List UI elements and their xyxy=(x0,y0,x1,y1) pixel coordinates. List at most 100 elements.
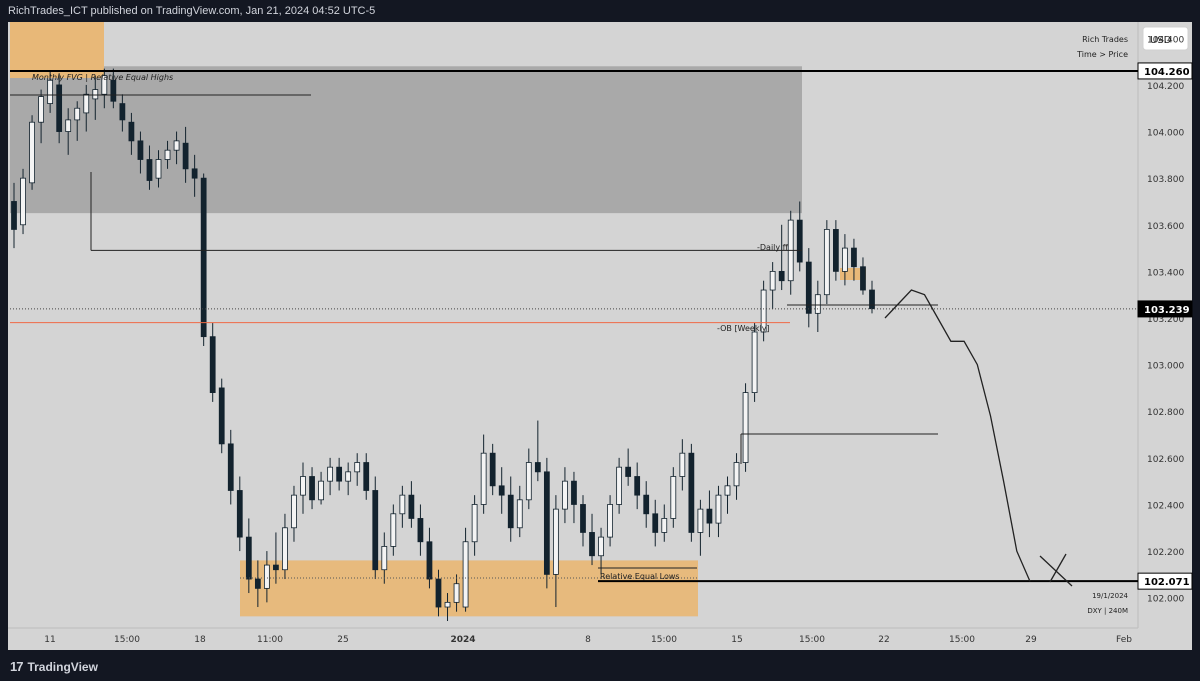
watermark-date: 19/1/2024 xyxy=(1092,592,1128,600)
time-tick-label: 15:00 xyxy=(651,635,677,645)
candle xyxy=(742,383,749,472)
candle xyxy=(670,467,677,528)
candle xyxy=(562,467,568,524)
candle xyxy=(56,73,63,144)
candle xyxy=(625,448,632,486)
time-tick-label: 29 xyxy=(1025,635,1037,645)
candle xyxy=(842,234,848,286)
currency-button[interactable]: USD xyxy=(1142,26,1189,51)
candle xyxy=(83,84,90,132)
candle xyxy=(589,513,595,566)
topleft-orange-box xyxy=(10,22,104,78)
candle xyxy=(209,322,216,402)
time-tick-label: 18 xyxy=(194,635,206,645)
candle xyxy=(417,504,424,556)
candle xyxy=(652,499,659,547)
watermark-symbol: DXY | 240M xyxy=(1087,607,1128,615)
candle xyxy=(336,457,343,491)
time-tick-label: 15 xyxy=(731,635,742,645)
candle xyxy=(245,518,252,594)
price-axis-panel[interactable] xyxy=(1138,22,1200,650)
price-tick-label: 104.000 xyxy=(1147,129,1184,139)
price-tick-label: 103.800 xyxy=(1147,175,1184,185)
candle xyxy=(760,280,767,342)
candle xyxy=(498,467,505,514)
candle xyxy=(218,378,225,454)
candle xyxy=(29,115,35,190)
price-tick-label: 102.200 xyxy=(1147,548,1184,558)
time-tick-label: 11:00 xyxy=(257,635,283,645)
candle xyxy=(300,462,306,514)
candle xyxy=(661,504,668,542)
candle xyxy=(164,140,171,169)
candle xyxy=(805,248,812,328)
price-chart[interactable]: Monthly FVG | Relative Equal Highs -Dail… xyxy=(0,22,1200,650)
price-tick-label: 103.000 xyxy=(1147,362,1184,372)
price-label: 102.071 xyxy=(1137,572,1193,590)
svg-text:102.071: 102.071 xyxy=(1144,577,1190,588)
candle xyxy=(525,448,532,510)
candle xyxy=(65,108,72,155)
candle xyxy=(282,513,288,580)
candle xyxy=(796,201,803,272)
svg-text:104.260: 104.260 xyxy=(1144,67,1190,78)
fvg-zone xyxy=(10,66,802,214)
candle xyxy=(354,453,361,486)
candle xyxy=(851,238,857,281)
tv-logo-text: TradingView xyxy=(27,659,98,674)
candle xyxy=(20,168,26,235)
price-axis-ticks: 104.400 104.200 104.000 103.800 103.600 103.4… xyxy=(1147,35,1184,604)
time-tick-label: 8 xyxy=(585,635,591,645)
candle xyxy=(507,476,514,542)
candle xyxy=(200,173,207,346)
candle xyxy=(227,429,234,505)
publish-info: RichTrades_ICT published on TradingView.… xyxy=(8,5,376,17)
daily-label: -Daily ff xyxy=(757,243,789,252)
price-label: 103.239 xyxy=(1137,300,1193,318)
candle xyxy=(607,495,613,547)
candle xyxy=(173,131,180,165)
candle xyxy=(264,551,270,603)
candle xyxy=(444,593,451,622)
candle xyxy=(318,471,324,505)
candle xyxy=(679,439,686,491)
tradingview-logo[interactable]: 17 TradingView xyxy=(10,659,98,674)
candle xyxy=(706,490,713,538)
candle xyxy=(715,485,722,538)
candle xyxy=(47,70,54,113)
candle xyxy=(860,257,866,295)
eq-lows-label: Relative Equal Lows xyxy=(600,572,680,581)
candle xyxy=(128,112,135,155)
candle xyxy=(634,462,641,510)
candle xyxy=(11,182,17,249)
candles-group xyxy=(11,68,875,622)
candle xyxy=(471,495,478,556)
candle xyxy=(74,101,81,141)
candle xyxy=(327,457,333,496)
time-tick-label: 15:00 xyxy=(799,635,825,645)
candle xyxy=(363,453,370,500)
candle xyxy=(372,476,379,580)
target-cross-mark xyxy=(1039,553,1073,587)
candle xyxy=(480,434,487,514)
candle xyxy=(580,495,586,547)
candle xyxy=(814,280,821,332)
candle xyxy=(155,150,162,188)
candle xyxy=(571,471,577,524)
price-tick-label: 103.200 xyxy=(1147,315,1184,325)
candle xyxy=(273,532,279,584)
price-labels-group: 104.260 103.239 102.071 xyxy=(1137,62,1193,590)
candle xyxy=(516,485,523,538)
currency-label: USD xyxy=(1150,35,1172,46)
candle xyxy=(390,504,397,556)
candle xyxy=(146,145,153,190)
price-tick-label: 102.400 xyxy=(1147,501,1184,511)
time-tick-label: Feb xyxy=(1116,635,1132,645)
candle xyxy=(254,560,261,608)
legend-mode: Time > Price xyxy=(1076,50,1128,59)
time-tick-label: 15:00 xyxy=(114,635,140,645)
candle xyxy=(119,94,126,132)
price-tick-label: 103.600 xyxy=(1147,222,1184,232)
fvg-label: Monthly FVG | Relative Equal Highs xyxy=(32,73,173,82)
candle xyxy=(408,481,415,528)
